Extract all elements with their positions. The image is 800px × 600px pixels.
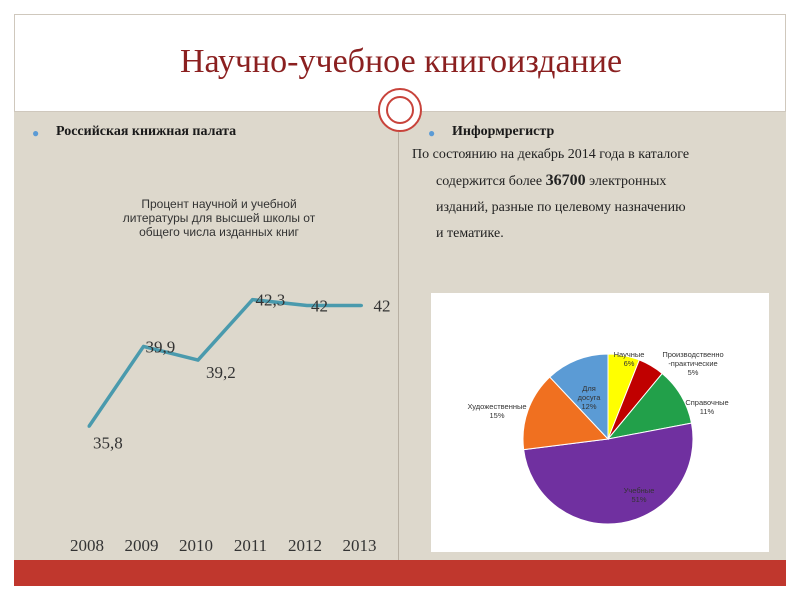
data-label: 42,3 [256,291,286,310]
right-heading: Информрегистр [452,124,555,139]
x-tick-label: 2009 [125,536,159,554]
slice-label: Производственно -практические 5% [662,350,723,377]
chart-title: Процент научной и учебной литературы для … [123,197,316,239]
data-point [142,344,145,348]
pie-slice [522,376,610,451]
slide: Научно-учебное книгоиздание ● Российская… [14,14,786,586]
circle-emblem-inner [386,96,414,124]
right-text-line: изданий, разные по целевому назначению [436,200,686,215]
data-point [87,424,91,428]
footer-bar [14,560,786,586]
x-tick-label: 2008 [70,536,104,554]
x-tick-label: 2010 [179,536,213,554]
series-line [87,297,362,428]
data-label: 35,8 [93,433,123,452]
data-point [305,304,309,307]
data-point [196,358,200,362]
pie-slice [523,422,694,525]
column-divider [398,132,399,562]
circle-emblem-icon [378,88,422,132]
slice-label: Художественные 15% [467,402,526,420]
data-label: 42 [374,297,391,316]
data-point [360,304,363,307]
slice-label: Справочные 11% [685,398,728,416]
pie-chart-panel: Научные 6% Производственно -практические 5% С… [431,293,769,552]
right-text-line: содержится более 36700 электронных [436,168,772,195]
slice-label: Учебные 51% [624,486,655,504]
slice-label: Для досуга 12% [578,384,602,411]
data-label: 39,9 [146,337,176,356]
right-text-line: и тематике. [436,226,504,241]
catalog-count: 36700 [545,172,586,189]
data-label: 42 [311,297,328,316]
data-point [251,298,254,302]
data-label: 39,2 [206,363,236,382]
left-heading: Российская книжная палата [56,124,237,139]
right-text-pre: содержится более [436,174,546,189]
right-text-line: По состоянию на декабрь 2014 года в ката… [412,147,690,162]
x-tick-label: 2013 [343,536,377,554]
x-tick-label: 2012 [288,536,322,554]
slice-label: Научные 6% [614,350,645,368]
line-chart: Процент научной и учебной литературы для … [70,197,391,554]
page-title: Научно-учебное книгоиздание [179,43,623,80]
pie-chart: Научные 6% Производственно -практические 5% С… [467,350,729,525]
bullet-icon: ● [428,126,436,140]
right-text-post: электронных [585,174,667,189]
pie-slice [549,353,609,441]
right-paragraph: По состоянию на декабрь 2014 года в ката… [412,142,772,247]
bullet-icon: ● [32,126,40,140]
x-tick-label: 2011 [234,536,267,554]
